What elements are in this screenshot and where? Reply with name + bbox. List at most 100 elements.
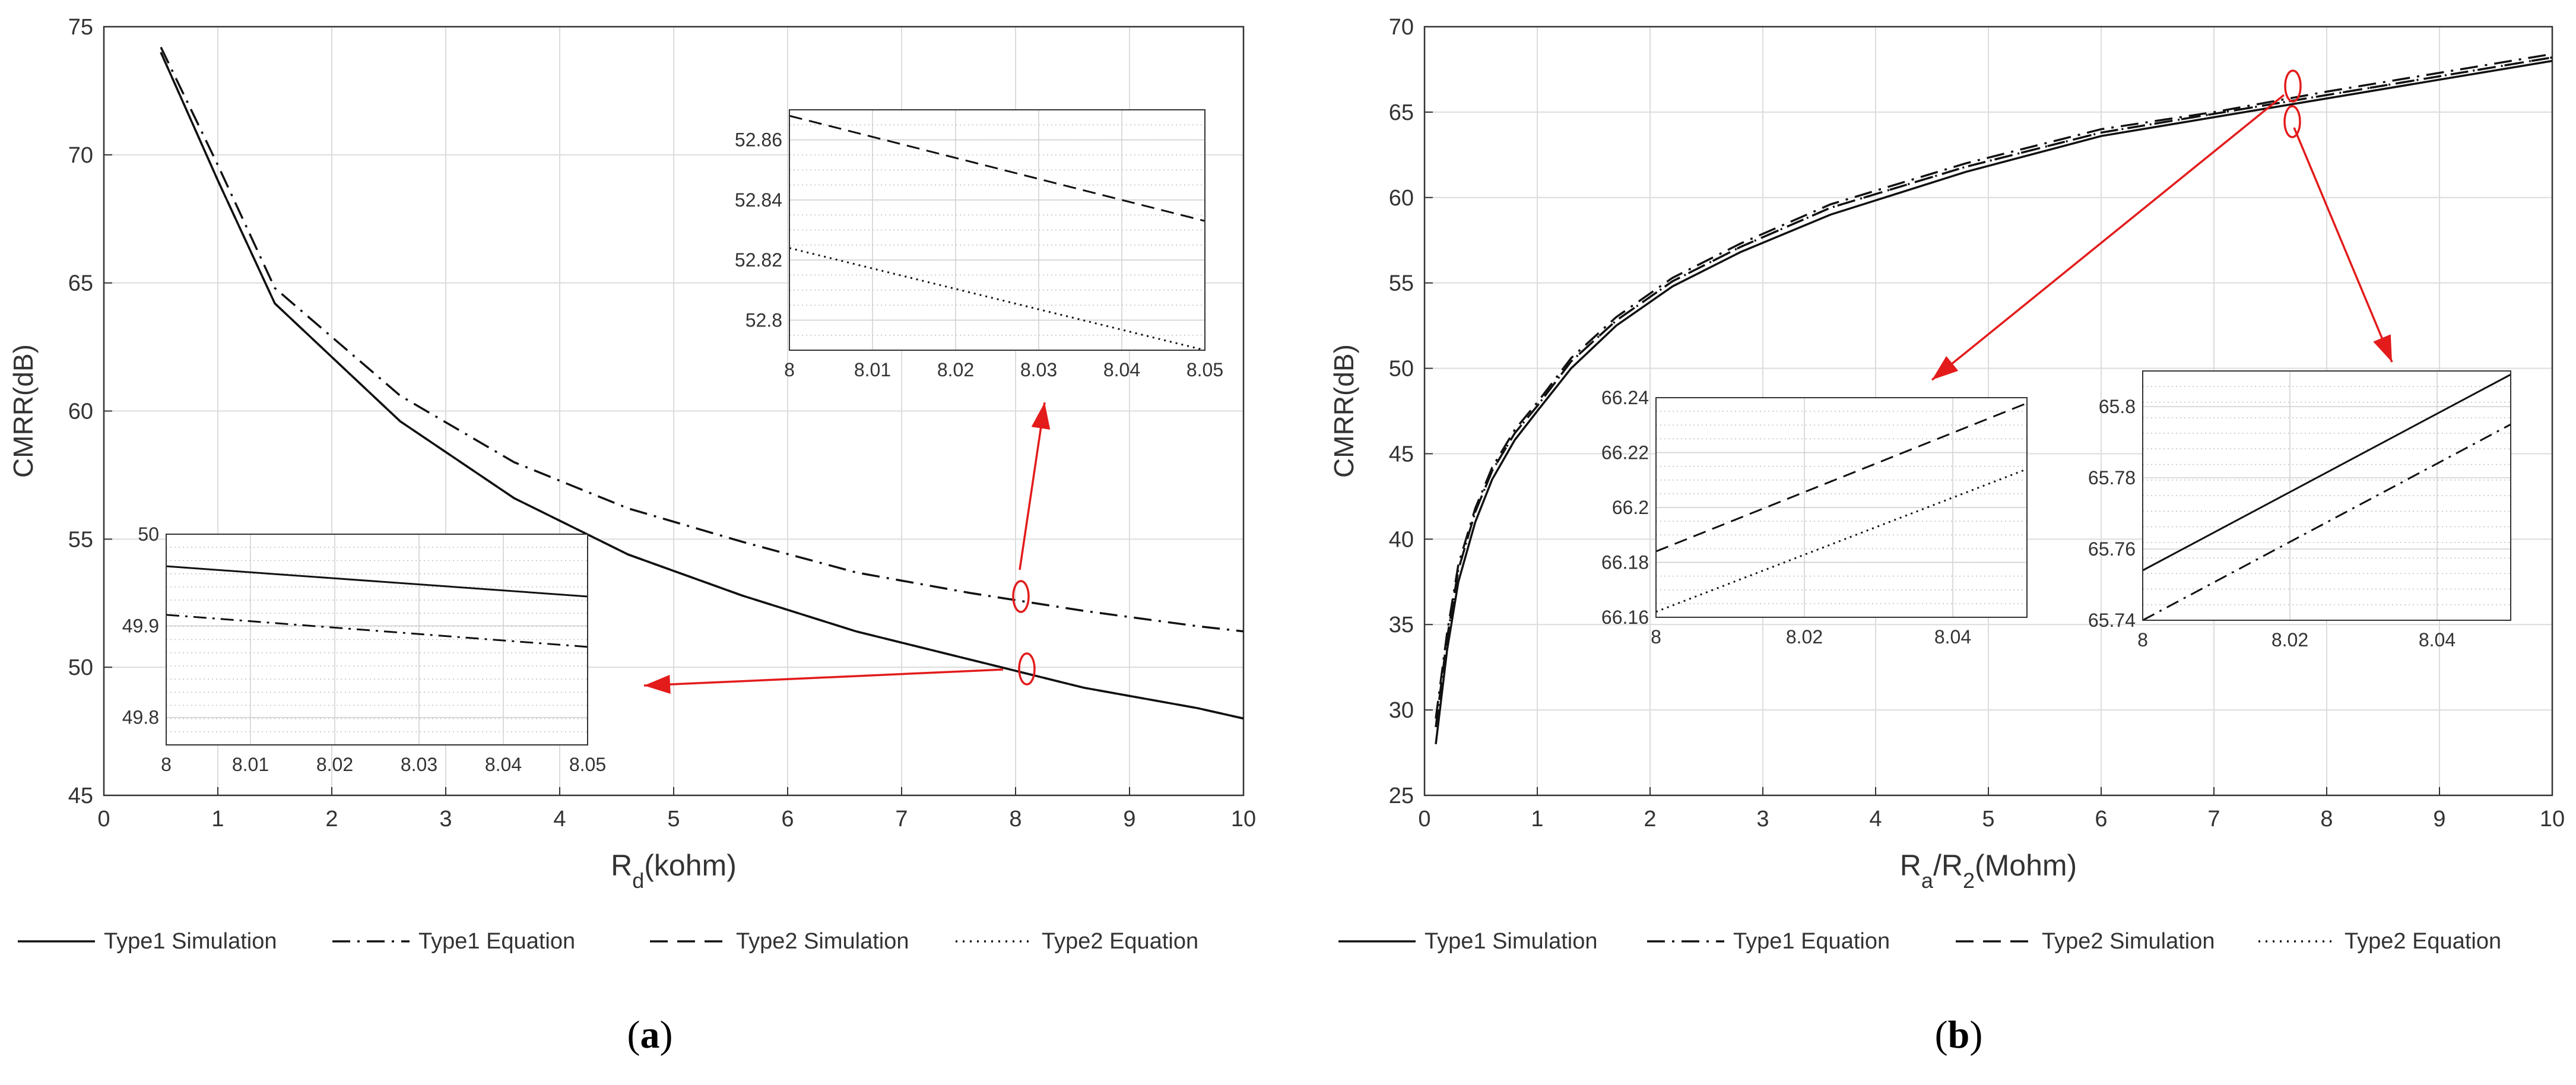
inset-y-tick-label: 52.86 (735, 129, 782, 151)
zoom-arrow-line (643, 668, 1004, 687)
x-tick-label: 4 (1869, 807, 1882, 832)
y-tick-label: 45 (68, 783, 93, 808)
zoom-marker-ellipse (2283, 105, 2301, 138)
y-tick-label: 75 (68, 15, 93, 40)
inset-y-tick-label: 66.2 (1612, 497, 1649, 518)
x-tick-label: 6 (2095, 807, 2107, 832)
x-tick-label: 9 (2433, 807, 2445, 832)
inset-x-tick-label: 8.02 (2272, 629, 2308, 651)
y-tick-label: 35 (1389, 613, 1414, 637)
inset-frame (789, 109, 1205, 351)
inset-x-tick-label: 8.02 (937, 359, 974, 380)
inset-area (166, 534, 588, 745)
x-tick-label: 3 (1756, 807, 1769, 832)
inset-y-tick-label: 66.16 (1601, 607, 1649, 628)
inset-x-tick-label: 8.04 (1103, 359, 1140, 380)
inset-y-tick-label: 65.76 (2088, 538, 2136, 560)
legend-label-3: Type2 Simulation (736, 929, 909, 954)
series-line-1 (1435, 59, 2553, 744)
y-tick-label: 60 (68, 399, 93, 424)
y-tick-label: 55 (68, 527, 93, 552)
inset-x-tick-label: 8.04 (1934, 626, 1971, 648)
inset-b-left: 8 8.02 8.04 66.16 66.18 66.2 66.22 66.24 (1601, 387, 2028, 648)
legend-label-4: Type2 Equation (1042, 929, 1198, 954)
inset-line-1 (1655, 402, 2028, 553)
legend-label-2: Type1 Equation (1733, 929, 1890, 954)
x-tick-label: 8 (1009, 807, 1021, 832)
inset-y-tick-label: 65.8 (2099, 396, 2136, 417)
legend-label-1: Type1 Simulation (1425, 929, 1598, 954)
x-tick-label: 9 (1123, 807, 1135, 832)
y-axis-label: CMRR(dB) (1328, 344, 1359, 478)
zoom-arrow-line (1931, 94, 2285, 381)
x-tick-label: 0 (97, 807, 110, 832)
inset-y-tick-label: 52.82 (735, 249, 782, 271)
x-tick-label: 1 (1531, 807, 1543, 832)
inset-x-tick-label: 8.02 (316, 754, 353, 775)
inset-y-tick-label: 50 (138, 524, 159, 545)
series-line-2 (1435, 53, 2553, 719)
zoom-marker-ellipse (1018, 652, 1036, 686)
x-tick-label: 8 (2320, 807, 2333, 832)
inset-line-2 (789, 247, 1205, 351)
x-axis-label: Rd(kohm) (611, 849, 737, 893)
inset-y-tick-label: 65.78 (2088, 467, 2136, 488)
inset-line-2 (2142, 423, 2511, 621)
inset-frame (2142, 370, 2511, 621)
panel-caption: (b) (1935, 1013, 1983, 1057)
inset-a-top: 8 8.01 8.02 8.03 8.04 8.05 52.8 52.82 52.84 52.86 (735, 109, 1223, 380)
inset-line-1 (2142, 373, 2511, 572)
zoom-arrow-head (1932, 356, 1959, 380)
x-tick-label: 5 (1982, 807, 1994, 832)
inset-x-tick-label: 8.04 (485, 754, 522, 775)
panel-caption: (a) (627, 1013, 673, 1057)
inset-y-tick-label: 49.8 (122, 707, 159, 728)
x-tick-label: 2 (1644, 807, 1656, 832)
x-tick-label: 4 (553, 807, 566, 832)
series-line-2 (160, 46, 1244, 633)
zoom-arrow-head (2373, 334, 2392, 362)
x-tick-label: 7 (2207, 807, 2220, 832)
y-tick-label: 50 (1389, 357, 1414, 382)
x-tick-label: 7 (895, 807, 908, 832)
inset-x-tick-label: 8.05 (569, 754, 606, 775)
inset-x-tick-label: 8.05 (1187, 359, 1223, 380)
x-tick-label: 2 (325, 807, 338, 832)
y-tick-label: 70 (68, 143, 93, 168)
zoom-marker-ellipse (1012, 580, 1030, 613)
zoom-marker-ellipse (2284, 69, 2302, 103)
plot-frame (1423, 26, 2553, 797)
x-axis-label: Ra/R2(Mohm) (1900, 849, 2077, 893)
inset-y-tick-label: 66.24 (1601, 387, 1649, 408)
inset-frame (1655, 397, 2028, 618)
x-tick-label: 1 (211, 807, 224, 832)
inset-frame (166, 534, 588, 745)
y-tick-label: 40 (1389, 527, 1414, 552)
plot-frame (103, 26, 1245, 797)
x-tick-label: 10 (1231, 807, 1256, 832)
legend-label-2: Type1 Equation (418, 929, 575, 954)
inset-b-right: 8 8.02 8.04 65.74 65.76 65.78 65.8 (2088, 370, 2511, 651)
inset-y-tick-label: 66.22 (1601, 442, 1649, 464)
inset-y-tick-label: 65.74 (2088, 610, 2136, 631)
inset-line-2 (166, 614, 588, 648)
legend-label-1: Type1 Simulation (104, 929, 277, 954)
inset-x-tick-label: 8 (784, 359, 795, 380)
series-line-3 (1435, 56, 2553, 728)
legend-label-3: Type2 Simulation (2042, 929, 2215, 954)
x-tick-label: 6 (781, 807, 794, 832)
inset-x-tick-label: 8.01 (232, 754, 269, 775)
chart-a: 0 1 2 3 4 5 6 7 8 9 1045505560657075CMRR(dB)Rd(koh… (8, 15, 1256, 1057)
y-tick-label: 55 (1389, 271, 1414, 296)
legend-label-4: Type2 Equation (2345, 929, 2501, 954)
inset-x-tick-label: 8.01 (854, 359, 891, 380)
y-tick-label: 45 (1389, 442, 1414, 467)
inset-line-1 (166, 565, 588, 598)
inset-x-tick-label: 8 (161, 754, 172, 775)
zoom-arrow-line (1019, 402, 1046, 570)
y-tick-label: 25 (1389, 783, 1414, 808)
inset-x-tick-label: 8 (1651, 626, 1661, 648)
inset-y-tick-label: 66.18 (1601, 552, 1649, 573)
y-tick-label: 65 (1389, 100, 1414, 125)
